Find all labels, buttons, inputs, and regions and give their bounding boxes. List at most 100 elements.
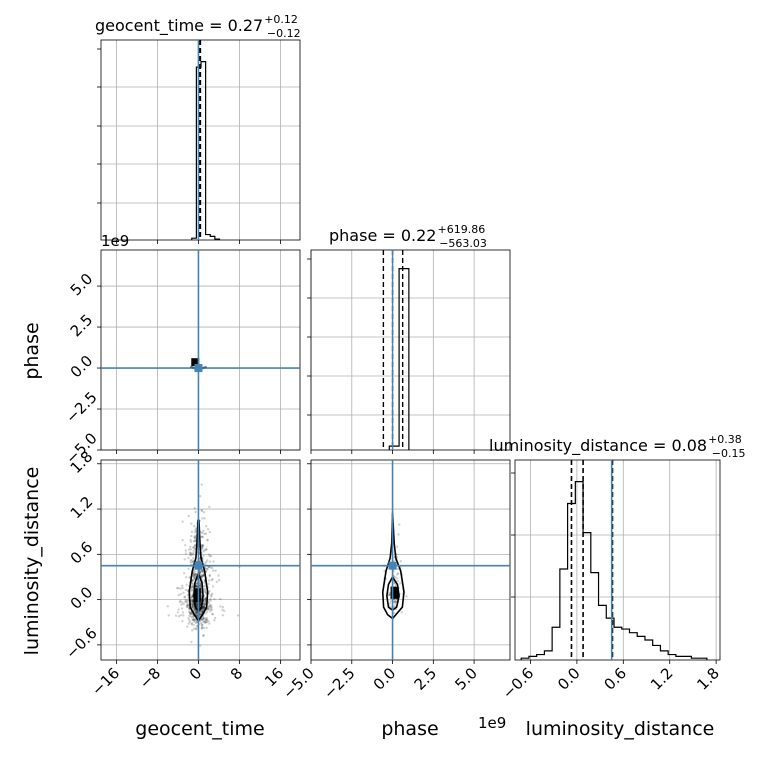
sample-point xyxy=(191,604,194,607)
sample-point xyxy=(387,594,390,597)
sample-point xyxy=(208,622,211,625)
y-tick-label: 2.5 xyxy=(67,311,97,341)
sample-point xyxy=(181,611,185,614)
y-tick-label: 0.0 xyxy=(67,583,97,613)
sample-point xyxy=(190,640,193,644)
sample-point xyxy=(208,560,212,563)
sample-point xyxy=(190,585,194,588)
sample-point xyxy=(182,591,185,595)
sample-point xyxy=(187,567,190,570)
contour-2sigma xyxy=(188,519,209,623)
sample-point xyxy=(202,604,206,607)
sample-point xyxy=(397,567,400,571)
sample-point xyxy=(190,603,194,606)
sample-point xyxy=(204,525,208,528)
sample-point xyxy=(181,586,184,590)
sample-point xyxy=(179,587,182,590)
sample-point xyxy=(187,606,190,609)
density-peak xyxy=(191,358,200,367)
xlabel-geocent-time: geocent_time xyxy=(135,718,264,740)
sample-point xyxy=(200,575,204,578)
sample-point xyxy=(208,574,211,577)
sample-point xyxy=(202,634,205,637)
offset-text-phase: 1e9 xyxy=(101,232,129,250)
sample-point xyxy=(200,618,203,621)
sample-point xyxy=(175,586,179,590)
sample-point xyxy=(188,576,191,579)
sample-point xyxy=(190,595,194,598)
sample-point xyxy=(201,608,205,612)
x-tick-label: 0.6 xyxy=(601,664,631,694)
sample-point xyxy=(192,540,196,543)
sample-point xyxy=(195,585,198,589)
sample-point xyxy=(207,619,210,623)
sample-point xyxy=(393,575,397,579)
sample-point xyxy=(193,627,196,630)
sample-point xyxy=(193,618,197,621)
sample-point xyxy=(192,571,195,575)
sample-point xyxy=(192,623,195,627)
sample-point xyxy=(204,600,207,604)
sample-point xyxy=(188,610,191,613)
sample-point xyxy=(185,583,189,586)
sample-point xyxy=(210,592,214,596)
sample-point xyxy=(194,608,197,612)
sample-point xyxy=(204,592,208,595)
density-peak xyxy=(193,588,201,603)
sample-point xyxy=(203,590,207,594)
sample-point xyxy=(202,617,205,620)
sample-point xyxy=(202,554,205,558)
sample-point xyxy=(200,625,204,628)
sample-point xyxy=(200,570,203,573)
sample-point xyxy=(201,606,205,609)
sample-point xyxy=(206,559,209,562)
panel-luminosity-distance-vs-phase: −5.0 −2.5 0.0 2.5 5.0 xyxy=(279,459,511,703)
sample-point xyxy=(203,621,207,624)
sample-point xyxy=(195,611,199,614)
density-peak xyxy=(390,586,399,599)
sample-point xyxy=(204,597,207,601)
sample-point xyxy=(189,548,193,551)
sample-point xyxy=(186,625,189,628)
sample-point xyxy=(192,560,195,563)
sample-point xyxy=(198,584,202,588)
sample-point xyxy=(201,569,204,572)
x-tick-label: −2.5 xyxy=(320,664,358,702)
sample-point xyxy=(188,551,192,554)
offset-text-phase-x: 1e9 xyxy=(478,714,506,732)
sample-point xyxy=(213,618,216,622)
sample-point xyxy=(191,603,194,606)
sample-point xyxy=(203,605,206,608)
truth-marker xyxy=(194,561,203,570)
sample-point xyxy=(183,595,187,599)
sample-point xyxy=(192,618,195,622)
sample-point xyxy=(202,621,205,624)
sample-point xyxy=(188,611,192,614)
sample-point xyxy=(399,559,402,563)
sample-point xyxy=(201,618,204,622)
sample-point xyxy=(207,592,211,595)
sample-point xyxy=(190,587,193,590)
sample-point xyxy=(192,545,195,549)
sample-point xyxy=(201,517,204,520)
sample-point xyxy=(207,553,211,556)
sample-point xyxy=(190,599,193,602)
sample-point xyxy=(400,611,403,614)
sample-point xyxy=(221,605,225,609)
sample-point xyxy=(191,579,194,582)
sample-point xyxy=(194,510,197,514)
truth-marker xyxy=(388,561,397,570)
sample-point xyxy=(194,611,198,614)
sample-point xyxy=(195,603,198,606)
sample-point xyxy=(203,602,206,605)
sample-point xyxy=(179,592,182,596)
sample-point xyxy=(183,572,186,575)
sample-point xyxy=(190,622,194,625)
sample-point xyxy=(184,588,187,592)
sample-point xyxy=(180,603,183,606)
title-phase: phase = 0.22+619.86 −563.03 xyxy=(329,223,487,250)
sample-point xyxy=(209,597,212,601)
sample-point xyxy=(187,617,190,620)
sample-point xyxy=(192,574,196,577)
